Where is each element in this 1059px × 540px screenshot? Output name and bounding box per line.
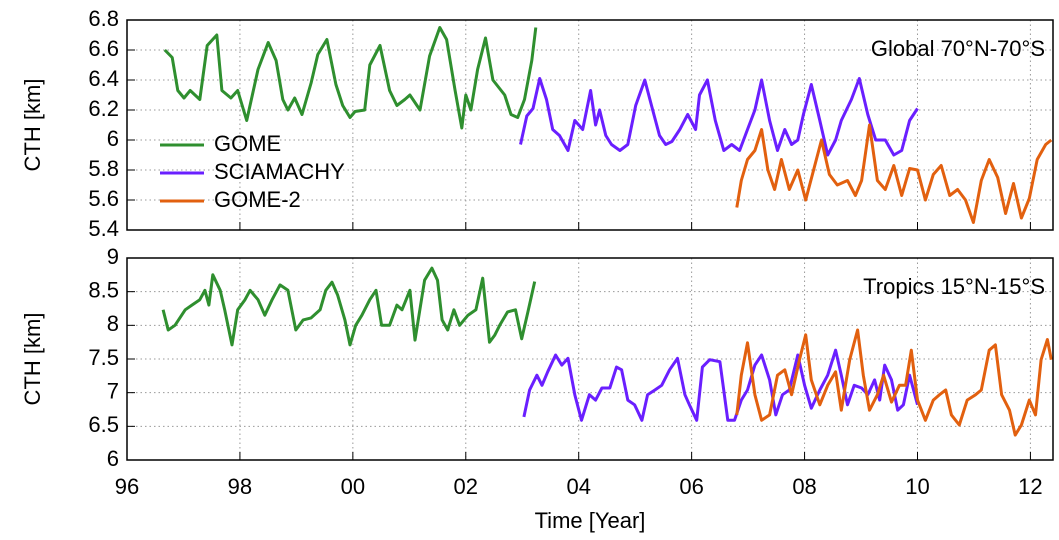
x-tick-label: 96 [115,474,139,499]
y-tick-label: 6 [107,446,119,471]
y-tick-label: 6.4 [88,66,119,91]
x-tick-label: 00 [341,474,365,499]
x-tick-label: 98 [228,474,252,499]
y-tick-label: 6.6 [88,36,119,61]
data-line [735,328,1053,437]
x-tick-label: 04 [566,474,590,499]
y-tick-label: 6.2 [88,96,119,121]
y-tick-label: 6.8 [88,6,119,31]
x-tick-label: 02 [454,474,478,499]
data-line [163,26,538,130]
y-tick-label: 7 [107,378,119,403]
legend-label: SCIAMACHY [214,159,345,184]
y-tick-label: 5.8 [88,156,119,181]
data-line [161,266,537,347]
y-tick-label: 5.4 [88,216,119,241]
y-tick-label: 8 [107,311,119,336]
y-tick-label: 7.5 [88,345,119,370]
legend-label: GOME [214,131,281,156]
data-line [519,77,919,157]
y-axis-title: CTH [km] [20,313,45,406]
plot-frame [126,257,1054,461]
y-tick-label: 8.5 [88,277,119,302]
y-tick-label: 9 [107,244,119,269]
x-tick-label: 10 [905,474,929,499]
x-axis-title: Time [Year] [535,508,646,533]
annotation: Tropics 15°N-15°S [863,274,1045,299]
data-line [522,348,919,422]
y-tick-label: 5.6 [88,186,119,211]
plot-frame [126,19,1054,231]
x-tick-label: 06 [679,474,703,499]
annotation: Global 70°N-70°S [871,36,1045,61]
legend-label: GOME-2 [214,187,301,212]
data-line [735,123,1053,224]
y-tick-label: 6.5 [88,412,119,437]
x-tick-label: 12 [1018,474,1042,499]
y-tick-label: 6 [107,126,119,151]
y-axis-title: CTH [km] [20,79,45,172]
x-tick-label: 08 [792,474,816,499]
